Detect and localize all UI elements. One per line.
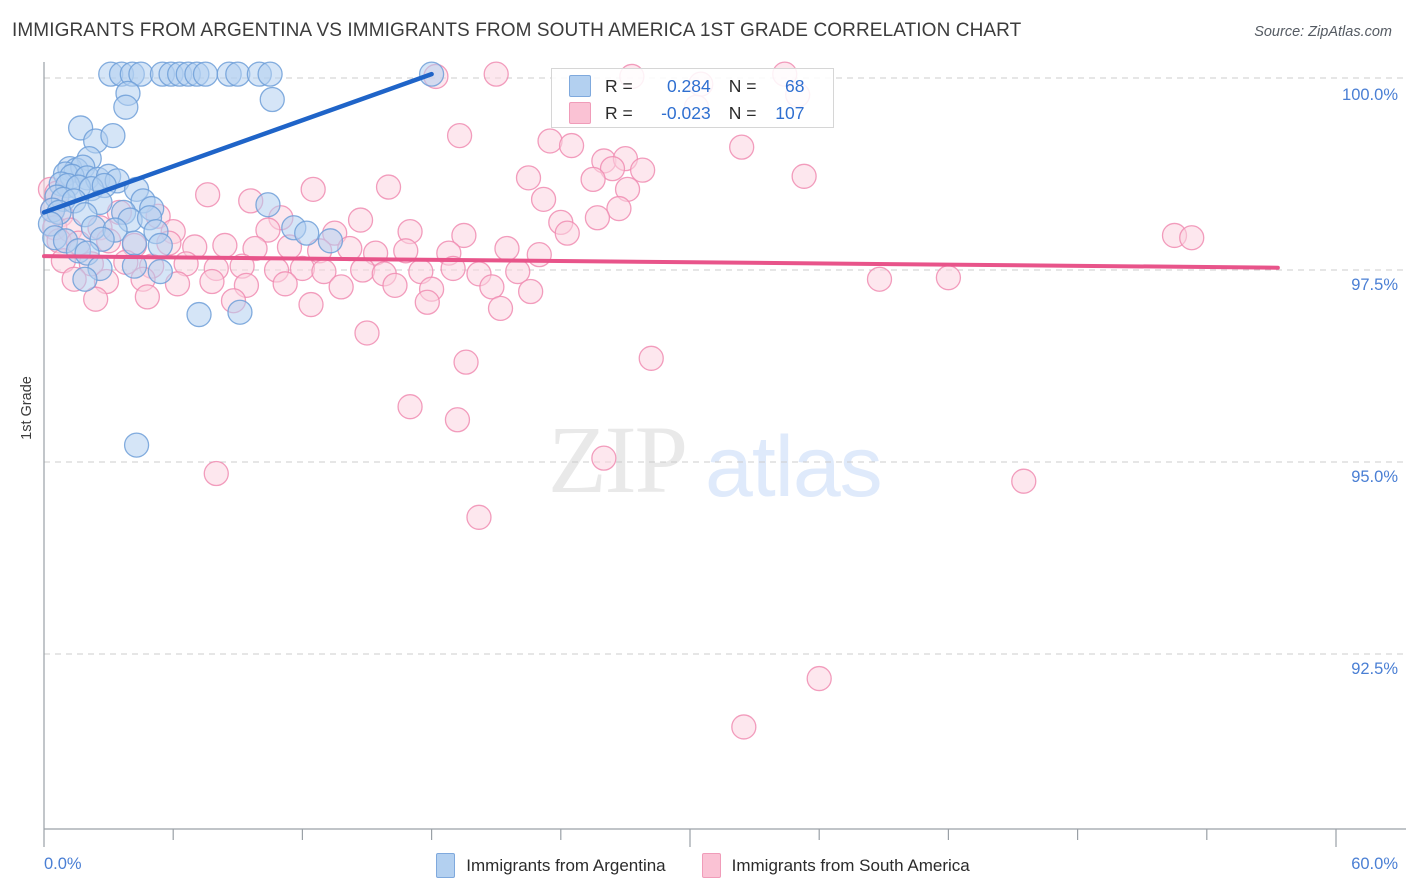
y-tick-100: 100.0% — [1342, 86, 1398, 104]
legend-swatch-south-america — [701, 853, 721, 878]
legend-item-south-america[interactable]: Immigrants from South America — [701, 853, 970, 878]
trendline-south-america — [42, 254, 1280, 270]
scatter-points-argentina — [37, 61, 445, 458]
stats-n-label-argentina: N = — [728, 75, 757, 96]
stats-n-value-argentina: 68 — [785, 75, 805, 96]
stats-r-value-south-america: -0.023 — [661, 102, 711, 123]
axis-frame — [43, 62, 1406, 830]
y-tick-97-5: 97.5% — [1351, 276, 1398, 294]
x-tick-max: 60.0% — [1351, 855, 1398, 873]
source-attribution: Source: ZipAtlas.com — [1254, 24, 1392, 40]
x-tick-min: 0.0% — [44, 855, 82, 873]
stats-swatch-argentina — [569, 75, 591, 97]
legend-label-south-america: Immigrants from South America — [731, 855, 970, 875]
chart-title: IMMIGRANTS FROM ARGENTINA VS IMMIGRANTS … — [12, 20, 1022, 41]
gridlines — [44, 77, 1406, 655]
stats-row-argentina: R = 0.284 N = 68 — [552, 72, 833, 100]
stats-n-label-south-america: N = — [728, 102, 757, 123]
stats-swatch-south-america — [569, 102, 591, 124]
y-tick-95: 95.0% — [1351, 468, 1398, 486]
stats-r-value-argentina: 0.284 — [666, 75, 711, 96]
stats-row-south-america: R = -0.023 N = 107 — [552, 99, 833, 127]
stats-n-value-south-america: 107 — [775, 102, 805, 123]
legend-item-argentina[interactable]: Immigrants from Argentina — [436, 853, 666, 878]
stats-r-label-argentina: R = — [605, 75, 633, 96]
legend-label-argentina: Immigrants from Argentina — [466, 855, 666, 875]
correlation-stats-box: R = 0.284 N = 68 R = -0.023 N = 107 — [551, 68, 834, 128]
legend-swatch-argentina — [436, 853, 456, 878]
x-axis-ticks — [43, 829, 1337, 847]
stats-r-label-south-america: R = — [605, 102, 633, 123]
trendline-argentina — [41, 71, 434, 215]
scatter-points-south-america — [37, 61, 1205, 740]
chart-legend: Immigrants from Argentina Immigrants fro… — [0, 853, 1406, 878]
y-tick-92-5: 92.5% — [1351, 660, 1398, 678]
